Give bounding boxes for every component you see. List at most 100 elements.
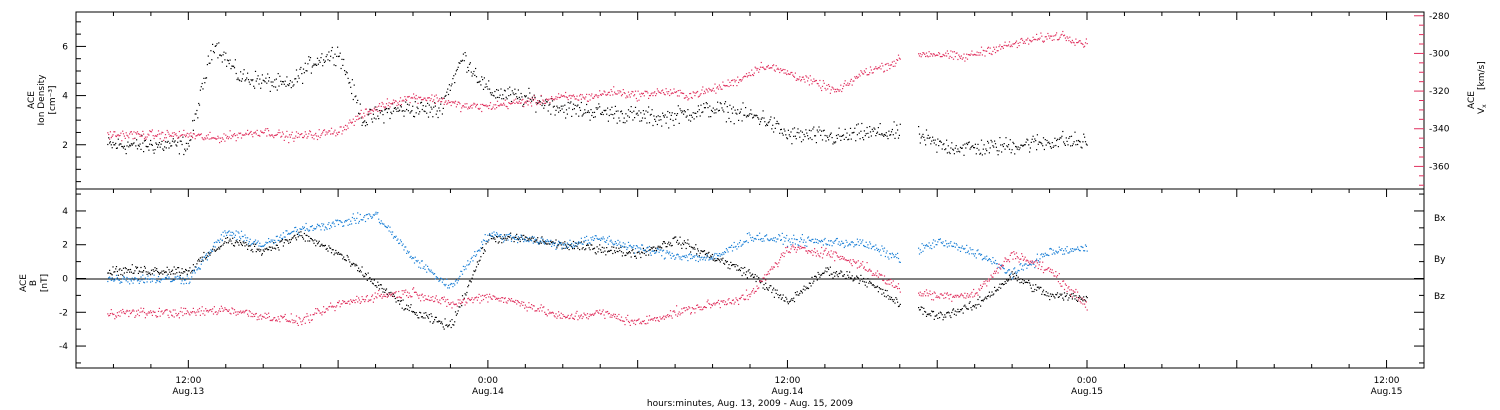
vx-point (973, 54, 975, 56)
vx-point (1056, 32, 1058, 34)
bx-point (153, 270, 155, 272)
density-point (201, 82, 203, 85)
density-point (295, 69, 298, 71)
vx-point (492, 106, 494, 108)
bx-point (197, 260, 199, 262)
bx-point (869, 282, 872, 284)
by-point (714, 252, 716, 255)
by-point (619, 241, 621, 243)
by-point (254, 239, 257, 241)
bx-point (964, 304, 966, 306)
density-point (688, 119, 690, 121)
vx-point (984, 55, 986, 57)
by-point (312, 229, 314, 231)
by-point (862, 239, 864, 241)
bz-point (249, 311, 251, 313)
bx-point (821, 274, 823, 276)
vx-point (240, 137, 243, 139)
bz-point (431, 299, 433, 301)
vx-point (1029, 40, 1031, 42)
density-point (967, 142, 969, 144)
bx-point (256, 248, 258, 250)
by-point (749, 234, 751, 236)
bx-point (1052, 294, 1054, 296)
bx-point (392, 293, 395, 295)
bx-point (531, 237, 533, 239)
bx-point (1004, 281, 1006, 283)
vx-point (124, 137, 126, 139)
bx-point (170, 273, 172, 275)
by-point (1000, 264, 1002, 266)
bz-point (119, 315, 121, 317)
bx-point (762, 287, 764, 289)
bx-point (543, 241, 545, 243)
by-point (528, 241, 530, 243)
density-point (668, 127, 670, 129)
by-point (1069, 251, 1071, 253)
vx-point (701, 89, 703, 91)
bx-point (577, 247, 579, 249)
by-point (530, 239, 532, 241)
bx-point (608, 250, 610, 252)
density-point (739, 111, 741, 113)
bx-point (827, 267, 829, 269)
by-point (586, 243, 589, 245)
by-point (736, 248, 738, 250)
density-point (1070, 135, 1073, 137)
by-point (257, 240, 259, 242)
vx-point (138, 133, 140, 135)
bx-point (275, 244, 277, 246)
vx-point (771, 67, 773, 69)
bx-point (845, 277, 847, 279)
density-point (354, 96, 356, 98)
vx-point (921, 54, 923, 56)
by-point (803, 239, 805, 241)
vx-point (363, 112, 365, 114)
bx-point (841, 271, 843, 273)
vx-point (358, 118, 360, 120)
density-point (572, 103, 575, 105)
bz-point (216, 313, 218, 316)
bx-point (193, 269, 195, 271)
by-point (223, 235, 225, 237)
bx-point (924, 310, 926, 313)
bz-point (314, 312, 316, 314)
bx-point (1077, 297, 1080, 299)
density-point (226, 59, 229, 61)
vx-point (380, 105, 382, 107)
bottom-left-tick-label: 2 (62, 241, 68, 251)
by-point (1006, 271, 1008, 274)
vx-point (397, 102, 399, 104)
density-point (579, 109, 582, 111)
bx-point (689, 245, 691, 247)
vx-point (245, 132, 247, 134)
bx-point (674, 236, 676, 238)
density-point (327, 59, 329, 61)
vx-point (802, 76, 804, 78)
bz-point (392, 292, 394, 294)
bx-point (765, 282, 767, 284)
vx-point (316, 138, 319, 141)
vx-point (165, 137, 167, 139)
vx-point (342, 130, 344, 132)
density-point (195, 113, 197, 115)
vx-point (975, 54, 977, 56)
bx-point (565, 244, 567, 246)
by-point (436, 276, 438, 279)
vx-point (204, 137, 206, 139)
bx-point (1010, 279, 1012, 281)
by-point (679, 258, 681, 260)
vx-point (625, 97, 627, 99)
bz-point (206, 309, 208, 312)
density-point (1042, 145, 1044, 147)
by-point (275, 235, 277, 238)
vx-point (601, 93, 603, 95)
density-point (604, 110, 606, 112)
bz-point (371, 294, 374, 296)
vx-point (176, 135, 178, 137)
vx-point (647, 92, 649, 94)
bz-point (310, 319, 312, 321)
bx-point (593, 248, 595, 250)
by-point (545, 241, 547, 243)
bx-point (298, 231, 300, 233)
